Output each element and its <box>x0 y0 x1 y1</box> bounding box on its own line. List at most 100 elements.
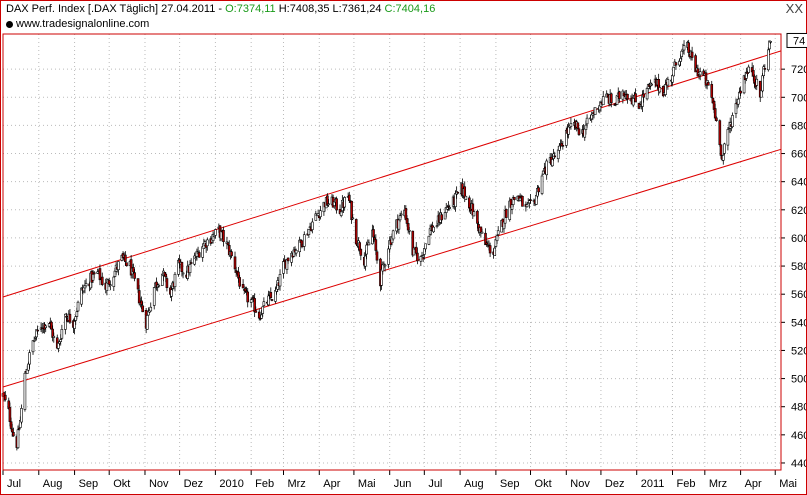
candle-body <box>91 274 95 281</box>
candle-body <box>314 213 318 221</box>
candle-body <box>249 299 253 303</box>
candle-body <box>694 55 697 73</box>
candle-body <box>20 408 23 423</box>
candle-body <box>219 230 223 240</box>
candle-body <box>476 210 479 224</box>
candle-body <box>372 229 375 238</box>
candle-body <box>23 372 27 410</box>
close-icon[interactable]: XX <box>785 1 803 16</box>
candle-body <box>4 394 7 400</box>
candle-body <box>145 315 149 330</box>
candle-body <box>414 246 418 254</box>
candle-body <box>769 41 772 43</box>
candle-body <box>454 193 457 207</box>
candle-body <box>719 144 723 156</box>
candle-body <box>518 197 522 202</box>
candle-body <box>404 208 408 220</box>
candle-body <box>488 245 492 254</box>
candle-body <box>267 295 270 306</box>
candle-body <box>484 232 487 246</box>
candle-body <box>387 248 390 265</box>
candle-body <box>664 84 667 95</box>
candle-body <box>561 144 565 147</box>
y-tick-label: 720 <box>791 64 807 76</box>
candle-body <box>715 117 718 122</box>
candle-body <box>96 271 99 274</box>
candle-body <box>464 195 468 200</box>
x-tick-label: Aug <box>43 478 63 490</box>
candle-body <box>529 199 532 201</box>
candle-body <box>569 123 573 127</box>
channel-line-lower <box>2 148 782 388</box>
candle-body <box>261 306 265 314</box>
candle-body <box>302 234 306 247</box>
candle-body <box>311 221 314 230</box>
candle-body <box>300 240 304 248</box>
x-tick-label: Jul <box>7 478 21 490</box>
candle-body <box>245 290 248 293</box>
candle-body <box>206 239 209 247</box>
candle-body <box>380 269 383 286</box>
candle-body <box>768 40 771 50</box>
candle-body <box>541 170 545 175</box>
candle-body <box>9 421 13 429</box>
candle-body <box>133 272 136 279</box>
candle-body <box>583 128 587 138</box>
candle-body <box>107 280 111 285</box>
candle-body <box>658 87 662 93</box>
candle-body <box>642 93 645 98</box>
x-tick-label: Okt <box>113 478 130 490</box>
candle-body <box>65 315 68 318</box>
candle-body <box>687 42 690 53</box>
y-tick-label: 460 <box>791 430 807 442</box>
plot-area <box>3 34 781 470</box>
candle-body <box>427 235 431 245</box>
y-tick-label: 480 <box>791 402 807 414</box>
candle-body <box>666 79 670 86</box>
candle-body <box>558 145 561 151</box>
candle-body <box>751 70 755 77</box>
y-tick-label: 580 <box>791 261 807 273</box>
y-tick-label: 540 <box>791 317 807 329</box>
candle-body <box>189 262 193 264</box>
candle-body <box>197 252 201 258</box>
candle-body <box>723 143 726 154</box>
candle-body <box>680 50 684 57</box>
candle-body <box>739 90 742 94</box>
candle-body <box>423 248 426 255</box>
candle-body <box>545 160 548 176</box>
candle-body <box>496 230 500 235</box>
candle-body <box>734 103 738 114</box>
candle-body <box>230 251 233 257</box>
y-tick-label: 700 <box>791 92 807 104</box>
candle-body <box>698 71 702 76</box>
watermark-text: www.tradesignalonline.com <box>16 18 150 30</box>
candle-body <box>36 329 39 332</box>
candle-body <box>214 229 217 236</box>
candle-body <box>109 284 112 286</box>
candle-body <box>513 196 516 200</box>
candle-body <box>343 197 346 208</box>
candle-body <box>593 107 597 115</box>
x-tick-label: Aug <box>464 478 484 490</box>
candle-body <box>359 249 363 256</box>
candle-body <box>399 213 403 216</box>
x-tick-label: Jun <box>394 478 412 490</box>
x-tick-label: Mrz <box>709 478 727 490</box>
candle-body <box>354 219 358 245</box>
y-tick-label: 680 <box>791 120 807 132</box>
candle-body <box>767 49 770 71</box>
candle-body <box>257 311 261 319</box>
candle-body <box>17 427 21 430</box>
x-tick-label: Dez <box>184 478 204 490</box>
candle-body <box>34 337 37 339</box>
candle-body <box>170 289 173 297</box>
close-value: C:7404,16 <box>384 3 436 15</box>
candle-body <box>193 255 196 265</box>
candle-body <box>710 84 714 98</box>
x-tick-label: Feb <box>676 478 695 490</box>
candle-body <box>493 247 497 256</box>
candle-body <box>283 259 286 263</box>
